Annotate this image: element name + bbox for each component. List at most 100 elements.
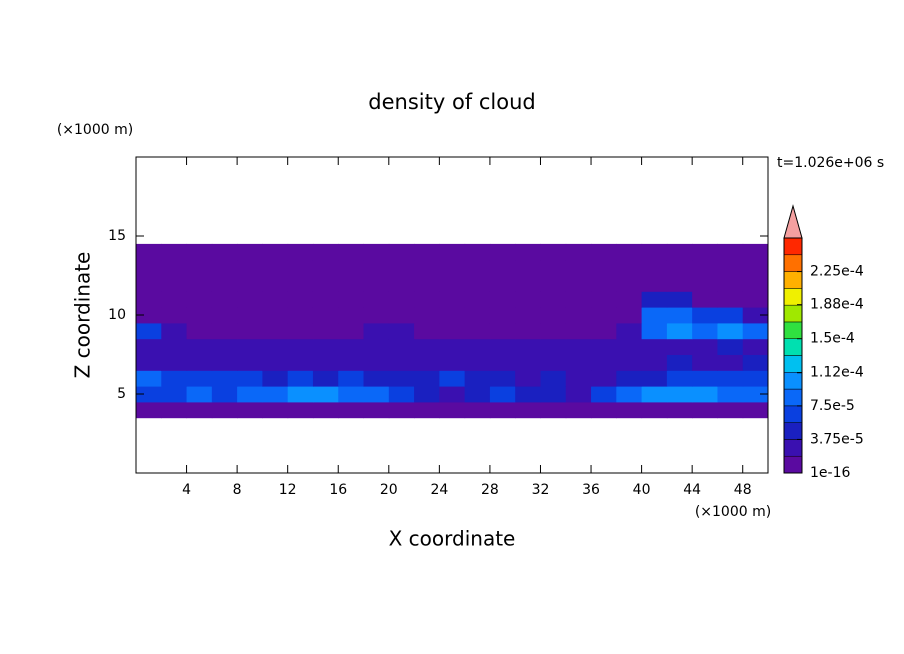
contour-cell (414, 338, 440, 355)
contour-cell (591, 275, 617, 292)
contour-cell (287, 338, 314, 355)
contour-cell (666, 370, 693, 387)
contour-cell (540, 307, 567, 324)
contour-cell (591, 370, 617, 387)
contour-cell (363, 291, 390, 308)
contour-cell (287, 307, 314, 324)
contour-cell (388, 354, 415, 371)
contour-cell (161, 370, 188, 387)
contour-cell (439, 275, 466, 292)
contour-cell (136, 401, 162, 419)
contour-cell (287, 243, 314, 261)
contour-cell (717, 322, 744, 340)
contour-cell (388, 322, 415, 340)
contour-cell (439, 354, 466, 371)
contour-cell (237, 307, 263, 324)
contour-cell (338, 401, 365, 419)
contour-cell (489, 386, 516, 403)
contour-cell (616, 354, 643, 371)
contour-cell (489, 275, 516, 292)
contour-cell (616, 259, 643, 276)
contour-cell (186, 338, 213, 355)
y-tick-label: 10 (108, 307, 126, 323)
contour-cell (666, 291, 693, 308)
colorbar-band (783, 439, 803, 457)
contour-cell (211, 243, 238, 261)
colorbar-band (783, 288, 803, 306)
colorbar-band (783, 271, 803, 289)
contour-cell (565, 243, 592, 261)
colorbar-tick-label: 1e-16 (810, 465, 850, 481)
contour-cell (717, 243, 744, 261)
contour-cell (211, 307, 238, 324)
x-tick-label: 44 (683, 482, 701, 498)
contour-cell (186, 291, 213, 308)
contour-cell (540, 243, 567, 261)
contour-cell (211, 291, 238, 308)
contour-cell (717, 354, 744, 371)
contour-cell (464, 243, 491, 261)
contour-cell (464, 401, 491, 419)
contour-cell (565, 291, 592, 308)
x-unit: (×1000 m) (695, 504, 771, 520)
contour-cell (186, 354, 213, 371)
contour-cell (363, 338, 390, 355)
contour-cell (591, 259, 617, 276)
contour-cell (439, 338, 466, 355)
contour-cell (489, 291, 516, 308)
contour-cell (262, 259, 289, 276)
contour-cell (540, 322, 567, 340)
contour-cell (262, 338, 289, 355)
contour-cell (666, 322, 693, 340)
contour-cell (717, 338, 744, 355)
contour-cell (540, 354, 567, 371)
contour-cell (717, 401, 744, 419)
contour-cell (641, 259, 668, 276)
contour-cell (641, 307, 668, 324)
contour-cell (717, 291, 744, 308)
colorbar-band (783, 405, 803, 423)
contour-cell (262, 354, 289, 371)
colorbar-band (783, 321, 803, 339)
contour-cell (616, 322, 643, 340)
colorbar-band (783, 338, 803, 356)
contour-cell (489, 243, 516, 261)
contour-cell (414, 307, 440, 324)
contour-cell (565, 354, 592, 371)
contour-cell (742, 275, 769, 292)
contour-cell (742, 322, 769, 340)
contour-cell (439, 401, 466, 419)
contour-cell (666, 354, 693, 371)
x-tick-label: 4 (182, 482, 191, 498)
contour-cell (414, 386, 440, 403)
colorbar-extend (783, 204, 803, 239)
contour-cell (363, 259, 390, 276)
contour-cell (287, 386, 314, 403)
contour-cell (312, 275, 339, 292)
x-tick-label: 24 (430, 482, 448, 498)
contour-cell (312, 259, 339, 276)
contour-cell (287, 259, 314, 276)
contour-cell (287, 370, 314, 387)
contour-cell (363, 370, 390, 387)
contour-cell (464, 307, 491, 324)
contour-cell (136, 386, 162, 403)
contour-cell (262, 243, 289, 261)
contour-cell (161, 401, 188, 419)
contour-cell (211, 386, 238, 403)
contour-cell (439, 291, 466, 308)
contour-cell (540, 291, 567, 308)
contour-cell (211, 370, 238, 387)
contour-cell (641, 401, 668, 419)
contour-cell (464, 259, 491, 276)
contour-cell (161, 338, 188, 355)
contour-cell (666, 307, 693, 324)
contour-cell (540, 401, 567, 419)
contour-cell (136, 259, 162, 276)
contour-cell (237, 275, 263, 292)
contour-cell (186, 259, 213, 276)
contour-cell (591, 291, 617, 308)
contour-cell (237, 259, 263, 276)
contour-cell (692, 259, 718, 276)
